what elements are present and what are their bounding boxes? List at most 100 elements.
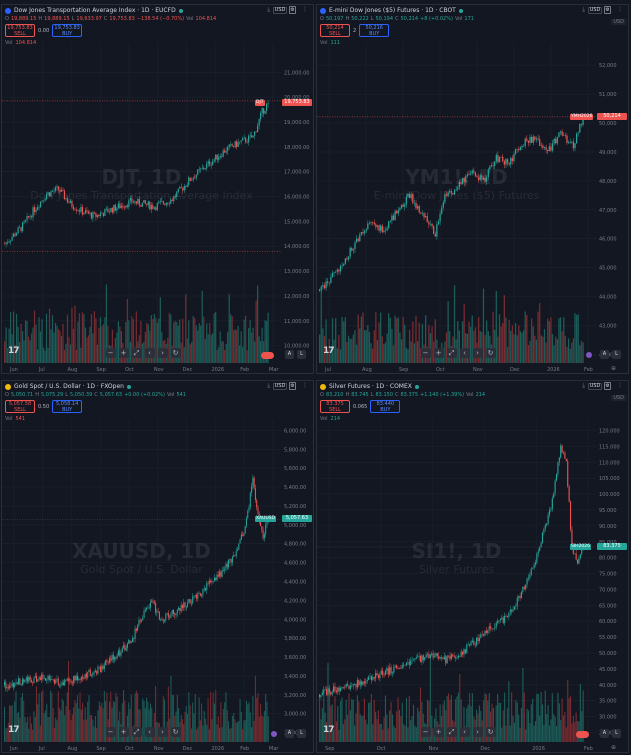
download-icon[interactable]: ⤓ <box>582 382 585 389</box>
buy-button[interactable]: 19,753.83 BUY <box>52 24 83 37</box>
scroll-left-button[interactable]: ‹ <box>459 348 470 358</box>
fit-button[interactable]: ⤢ <box>131 727 142 737</box>
fit-button[interactable]: ⤢ <box>446 348 457 358</box>
reset-button[interactable]: ↻ <box>170 348 181 358</box>
zoom-icon[interactable]: ⊕ <box>610 365 616 372</box>
more-icon[interactable]: ⋮ <box>302 382 308 389</box>
legend-title[interactable]: E-mini Dow Jones ($5) Futures · 1D · CBO… <box>320 7 463 14</box>
volume-legend[interactable]: Vol 104.814 <box>5 40 36 46</box>
price-chart[interactable]: 25.00030.00035.00040.00045.00050.00055.0… <box>317 381 628 752</box>
currency-selector[interactable]: USD <box>588 7 602 14</box>
volume-bar <box>239 345 241 363</box>
candle-body <box>101 213 103 214</box>
volume-legend[interactable]: Vol 214 <box>320 416 340 422</box>
buy-button[interactable]: 50,216 BUY <box>359 24 390 37</box>
candle-body <box>75 675 77 681</box>
legend-title[interactable]: Dow Jones Transportation Average Index ·… <box>5 7 183 14</box>
event-icon[interactable] <box>586 352 592 358</box>
log-scale-button[interactable]: L <box>297 729 306 738</box>
chart-title[interactable]: Dow Jones Transportation Average Index ·… <box>14 7 176 14</box>
more-icon[interactable]: ⋮ <box>617 382 623 389</box>
buy-button[interactable]: 5,058.14 BUY <box>52 400 83 413</box>
scroll-left-button[interactable]: ‹ <box>459 727 470 737</box>
reset-button[interactable]: ↻ <box>485 727 496 737</box>
chart-panel-silver[interactable]: 25.00030.00035.00040.00045.00050.00055.0… <box>316 380 629 753</box>
sell-button[interactable]: 5,057.58 SELL <box>5 400 35 413</box>
fit-button[interactable]: ⤢ <box>131 348 142 358</box>
log-scale-button[interactable]: L <box>612 729 621 738</box>
currency-selector[interactable]: USD <box>273 383 287 390</box>
sell-button[interactable]: 50,214 SELL <box>320 24 350 37</box>
chart-panel-ym[interactable]: 42,00043,00044,00045,00046,00047,00048,0… <box>316 4 629 374</box>
zoom-out-button[interactable]: − <box>105 727 116 737</box>
volume-legend[interactable]: Vol 111 <box>320 40 340 46</box>
log-scale-button[interactable]: L <box>612 350 621 359</box>
price-chart[interactable]: 2,800.003,000.003,200.003,400.003,600.00… <box>2 381 313 752</box>
download-icon[interactable]: ⤓ <box>267 382 270 389</box>
tradingview-logo[interactable]: 17 <box>323 725 334 735</box>
zoom-out-button[interactable]: − <box>420 727 431 737</box>
gear-icon[interactable]: ⚙ <box>289 6 296 14</box>
volume-value: 541 <box>15 416 26 422</box>
zoom-out-button[interactable]: − <box>105 348 116 358</box>
gear-icon[interactable]: ⚙ <box>289 382 296 390</box>
more-icon[interactable]: ⋮ <box>302 6 308 13</box>
price-chart[interactable]: 10,000.0011,000.0012,000.0013,000.0014,0… <box>2 5 313 373</box>
buy-button[interactable]: 83.440 BUY <box>370 400 401 413</box>
zoom-out-button[interactable]: − <box>420 348 431 358</box>
candle-body <box>197 169 199 175</box>
candle-body <box>121 647 123 653</box>
chart-title[interactable]: E-mini Dow Jones ($5) Futures · 1D · CBO… <box>329 7 456 14</box>
candle-body <box>9 685 11 689</box>
sell-button[interactable]: 83.375 SELL <box>320 400 350 413</box>
chart-title[interactable]: Silver Futures · 1D · COMEX <box>329 383 412 390</box>
flag-icon[interactable] <box>261 352 274 359</box>
legend-title[interactable]: Gold Spot / U.S. Dollar · 1D · FXOpen <box>5 383 131 390</box>
volume-legend[interactable]: Vol 541 <box>5 416 25 422</box>
volume-bar <box>428 325 430 363</box>
volume-bar <box>111 707 113 742</box>
scroll-right-button[interactable]: › <box>157 727 168 737</box>
event-icon[interactable] <box>271 731 277 737</box>
zoom-in-button[interactable]: + <box>118 348 129 358</box>
chart-panel-djt[interactable]: 10,000.00 11,000.00 12,000.00 13,000.00 14,0… <box>1 4 314 374</box>
ohlc-value: 50,222 <box>351 16 369 22</box>
gear-icon[interactable]: ⚙ <box>604 382 611 390</box>
download-icon[interactable]: ⤓ <box>582 6 585 13</box>
watermark-symbol: SI1!, 1D <box>411 539 502 563</box>
zoom-in-button[interactable]: + <box>118 727 129 737</box>
zoom-in-button[interactable]: + <box>433 727 444 737</box>
reset-button[interactable]: ↻ <box>170 727 181 737</box>
scroll-right-button[interactable]: › <box>472 727 483 737</box>
scroll-right-button[interactable]: › <box>472 348 483 358</box>
y-tick-label: 30.000 <box>599 715 617 721</box>
auto-scale-button[interactable]: A <box>600 729 609 738</box>
chart-title[interactable]: Gold Spot / U.S. Dollar · 1D · FXOpen <box>14 383 124 390</box>
currency-selector[interactable]: USD <box>273 7 287 14</box>
tradingview-logo[interactable]: 17 <box>8 725 19 735</box>
more-icon[interactable]: ⋮ <box>617 6 623 13</box>
scroll-right-button[interactable]: › <box>157 348 168 358</box>
sell-button[interactable]: 19,753.83 SELL <box>5 24 35 37</box>
fit-button[interactable]: ⤢ <box>446 727 457 737</box>
currency-selector[interactable]: USD <box>588 383 602 390</box>
zoom-icon[interactable]: ⊕ <box>610 744 616 751</box>
scroll-left-button[interactable]: ‹ <box>144 727 155 737</box>
volume-bar <box>100 705 102 742</box>
volume-bar <box>449 699 451 742</box>
auto-scale-button[interactable]: A <box>285 350 294 359</box>
auto-scale-button[interactable]: A <box>600 350 609 359</box>
zoom-in-button[interactable]: + <box>433 348 444 358</box>
chart-panel-xauusd[interactable]: 2,800.00 3,000.00 3,200.00 3,400.00 3,600.00… <box>1 380 314 753</box>
tradingview-logo[interactable]: 17 <box>8 346 19 356</box>
log-scale-button[interactable]: L <box>297 350 306 359</box>
flag-icon[interactable] <box>576 731 589 738</box>
reset-button[interactable]: ↻ <box>485 348 496 358</box>
candle-body <box>511 609 513 612</box>
legend-title[interactable]: Silver Futures · 1D · COMEX <box>320 383 419 390</box>
auto-scale-button[interactable]: A <box>285 729 294 738</box>
scroll-left-button[interactable]: ‹ <box>144 348 155 358</box>
download-icon[interactable]: ⤓ <box>267 6 270 13</box>
tradingview-logo[interactable]: 17 <box>323 346 334 356</box>
gear-icon[interactable]: ⚙ <box>604 6 611 14</box>
